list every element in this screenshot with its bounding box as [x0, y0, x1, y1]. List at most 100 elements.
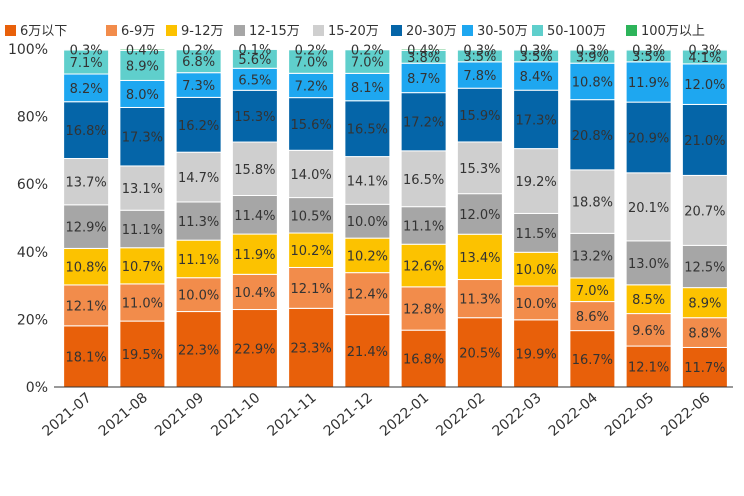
bar-segment — [344, 48, 391, 51]
data-label: 13.0% — [628, 257, 669, 272]
bar-segment — [231, 141, 278, 197]
x-tick-label: 2021-08 — [96, 390, 151, 440]
bar-segment — [288, 48, 335, 51]
legend-swatch — [313, 25, 324, 36]
legend-swatch — [462, 25, 473, 36]
legend-swatch — [106, 25, 117, 36]
bar-segment — [288, 197, 335, 234]
data-label: 19.5% — [122, 348, 163, 363]
bar-segment — [63, 48, 110, 51]
bar-segment — [513, 251, 560, 287]
data-label: 9.6% — [632, 324, 665, 339]
data-label: 16.8% — [65, 124, 106, 139]
data-label: 10.4% — [234, 286, 275, 301]
legend-swatch — [626, 25, 637, 36]
data-label: 3.5% — [463, 50, 496, 65]
data-label: 3.8% — [407, 51, 440, 66]
data-label: 10.0% — [347, 215, 388, 230]
bar-segment — [569, 301, 616, 332]
legend-label: 15-20万 — [328, 24, 379, 39]
data-label: 8.9% — [688, 297, 721, 312]
x-tick-label: 2021-09 — [152, 390, 207, 440]
bar-segment — [63, 204, 110, 249]
data-label: 17.3% — [122, 131, 163, 146]
legend-swatch — [391, 25, 402, 36]
data-label: 8.1% — [351, 81, 384, 96]
bar-segment — [175, 311, 222, 388]
data-label: 11.4% — [234, 209, 275, 224]
data-label: 5.6% — [238, 53, 271, 68]
data-label: 22.9% — [234, 342, 275, 357]
bar-segment — [513, 148, 560, 214]
y-tick-label: 80% — [17, 110, 48, 126]
data-label: 0.2% — [295, 43, 328, 58]
bar-segment — [231, 309, 278, 388]
data-label: 4.1% — [688, 51, 721, 66]
data-label: 7.0% — [295, 55, 328, 70]
legend-label: 9-12万 — [181, 24, 224, 39]
bar-segment — [681, 48, 728, 51]
bar-segment — [513, 285, 560, 321]
data-label: 15.6% — [290, 118, 331, 133]
data-label: 3.5% — [520, 50, 553, 65]
data-label: 16.2% — [178, 119, 219, 134]
data-label: 10.7% — [122, 260, 163, 275]
data-label: 12.0% — [684, 78, 725, 93]
bar-segment — [344, 156, 391, 205]
data-label: 17.3% — [515, 113, 556, 128]
data-label: 6.8% — [182, 55, 215, 70]
bar-segment — [288, 97, 335, 151]
data-label: 10.0% — [515, 263, 556, 278]
data-label: 17.2% — [403, 116, 444, 131]
data-label: 0.2% — [182, 43, 215, 58]
data-label: 7.0% — [351, 56, 384, 71]
bar-segment — [119, 247, 166, 285]
x-tick-label: 2022-05 — [602, 390, 657, 440]
data-label: 11.0% — [122, 297, 163, 312]
legend-label: 12-15万 — [249, 24, 300, 39]
data-label: 15.8% — [234, 163, 275, 178]
bar-segment — [400, 150, 447, 208]
legend-label: 50-100万 — [547, 24, 606, 39]
data-label: 0.3% — [520, 44, 553, 59]
data-label: 16.5% — [347, 123, 388, 138]
bar-segment — [175, 48, 222, 51]
data-label: 11.3% — [178, 215, 219, 230]
data-label: 10.5% — [290, 209, 331, 224]
data-label: 14.0% — [290, 168, 331, 183]
data-label: 10.2% — [347, 249, 388, 264]
data-label: 8.0% — [126, 88, 159, 103]
bar-segment — [513, 212, 560, 253]
data-label: 10.0% — [515, 297, 556, 312]
bar-segment — [119, 49, 166, 81]
bar-segment — [569, 232, 616, 279]
data-label: 11.7% — [684, 361, 725, 376]
data-label: 19.9% — [515, 347, 556, 362]
bar-segment — [231, 233, 278, 275]
data-label: 11.1% — [178, 253, 219, 268]
data-label: 14.1% — [347, 174, 388, 189]
legend-label: 20-30万 — [406, 24, 457, 39]
data-label: 7.1% — [70, 56, 103, 71]
bar-segment — [63, 101, 110, 160]
data-label: 0.3% — [688, 44, 721, 59]
x-tick-label: 2022-06 — [658, 390, 713, 440]
data-label: 20.9% — [628, 131, 669, 146]
data-label: 15.3% — [459, 162, 500, 177]
bar-segment — [175, 239, 222, 279]
y-tick-label: 100% — [8, 42, 48, 58]
bar-segment — [119, 209, 166, 249]
x-tick-label: 2022-01 — [377, 390, 432, 440]
data-label: 15.3% — [234, 110, 275, 125]
data-label: 0.1% — [238, 43, 271, 58]
data-label: 18.1% — [65, 350, 106, 365]
data-label: 8.8% — [688, 327, 721, 342]
bar-segment — [625, 48, 672, 51]
data-label: 12.1% — [65, 299, 106, 314]
data-label: 12.8% — [403, 303, 444, 318]
data-label: 12.5% — [684, 261, 725, 276]
data-label: 19.2% — [515, 175, 556, 190]
bar-segment — [625, 240, 672, 286]
data-label: 11.1% — [403, 219, 444, 234]
